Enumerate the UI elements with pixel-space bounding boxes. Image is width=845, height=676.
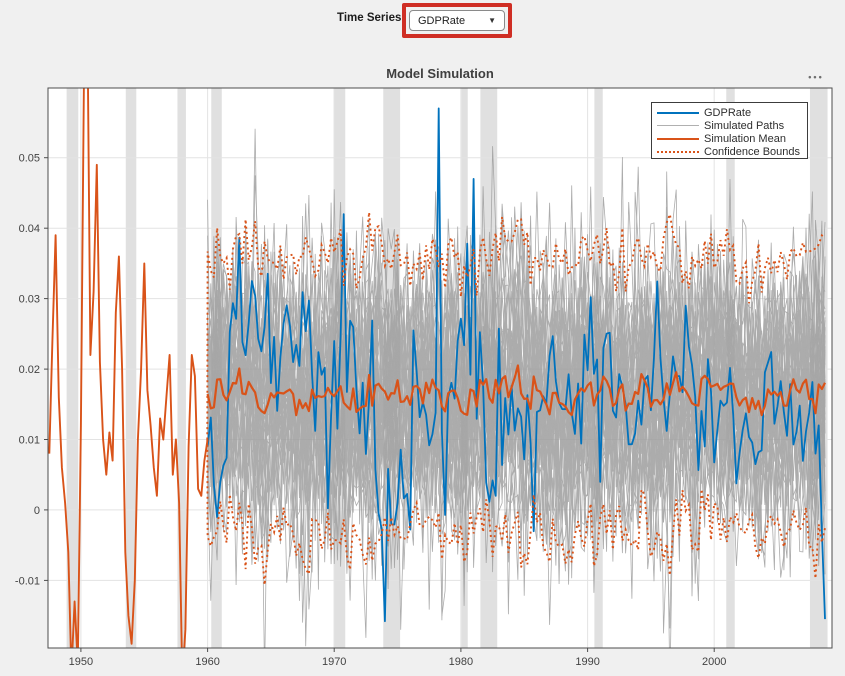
- y-tick-labels: -0.01 0 0.01 0.02 0.03 0.04 0.05: [15, 153, 40, 588]
- legend-line-sample-icon: [657, 125, 699, 126]
- legend-item: Simulated Paths: [657, 119, 807, 132]
- svg-text:0: 0: [34, 505, 40, 517]
- time-series-dropdown[interactable]: GDPRate ▼: [409, 10, 505, 31]
- svg-text:1990: 1990: [575, 656, 599, 668]
- historical-gdprate-line: [48, 88, 209, 648]
- legend-item: Confidence Bounds: [657, 145, 807, 158]
- axes-box: [47, 87, 833, 649]
- gdprate-line: [206, 107, 826, 623]
- legend-item: GDPRate: [657, 106, 807, 119]
- legend-label: Simulated Paths: [704, 119, 785, 132]
- annotation-highlight-box: GDPRate ▼: [402, 3, 512, 38]
- x-tick-labels: 1950 1960 1970 1980 1990 2000: [69, 656, 727, 668]
- time-series-label: Time Series: [337, 12, 402, 24]
- legend-label: GDPRate: [704, 106, 752, 119]
- svg-text:0.02: 0.02: [19, 364, 40, 376]
- legend-label: Simulation Mean: [704, 132, 786, 145]
- tick-marks: [44, 157, 715, 652]
- legend-line-sample-icon: [657, 137, 699, 140]
- legend-line-sample-icon: [657, 111, 699, 114]
- svg-text:1950: 1950: [69, 656, 93, 668]
- svg-text:-0.01: -0.01: [15, 575, 40, 587]
- confidence-lower-bound: [206, 439, 826, 585]
- svg-text:0.04: 0.04: [19, 223, 40, 235]
- svg-text:1970: 1970: [322, 656, 346, 668]
- svg-text:1980: 1980: [449, 656, 473, 668]
- simulation-mean-line: [206, 364, 826, 417]
- chevron-down-icon: ▼: [488, 16, 496, 25]
- chart-title: Model Simulation: [386, 66, 494, 81]
- svg-text:1960: 1960: [195, 656, 219, 668]
- legend: GDPRate Simulated Paths Simulation Mean Con…: [651, 102, 808, 159]
- legend-line-sample-icon: [657, 150, 699, 153]
- confidence-upper-bound: [206, 210, 826, 440]
- time-series-dropdown-value: GDPRate: [418, 14, 466, 27]
- axes-toolbar-button[interactable]: •••: [808, 72, 824, 82]
- svg-text:0.01: 0.01: [19, 434, 40, 446]
- legend-item: Simulation Mean: [657, 132, 807, 145]
- svg-text:0.05: 0.05: [19, 153, 40, 165]
- svg-text:0.03: 0.03: [19, 293, 40, 305]
- legend-label: Confidence Bounds: [704, 145, 801, 158]
- svg-text:2000: 2000: [702, 656, 726, 668]
